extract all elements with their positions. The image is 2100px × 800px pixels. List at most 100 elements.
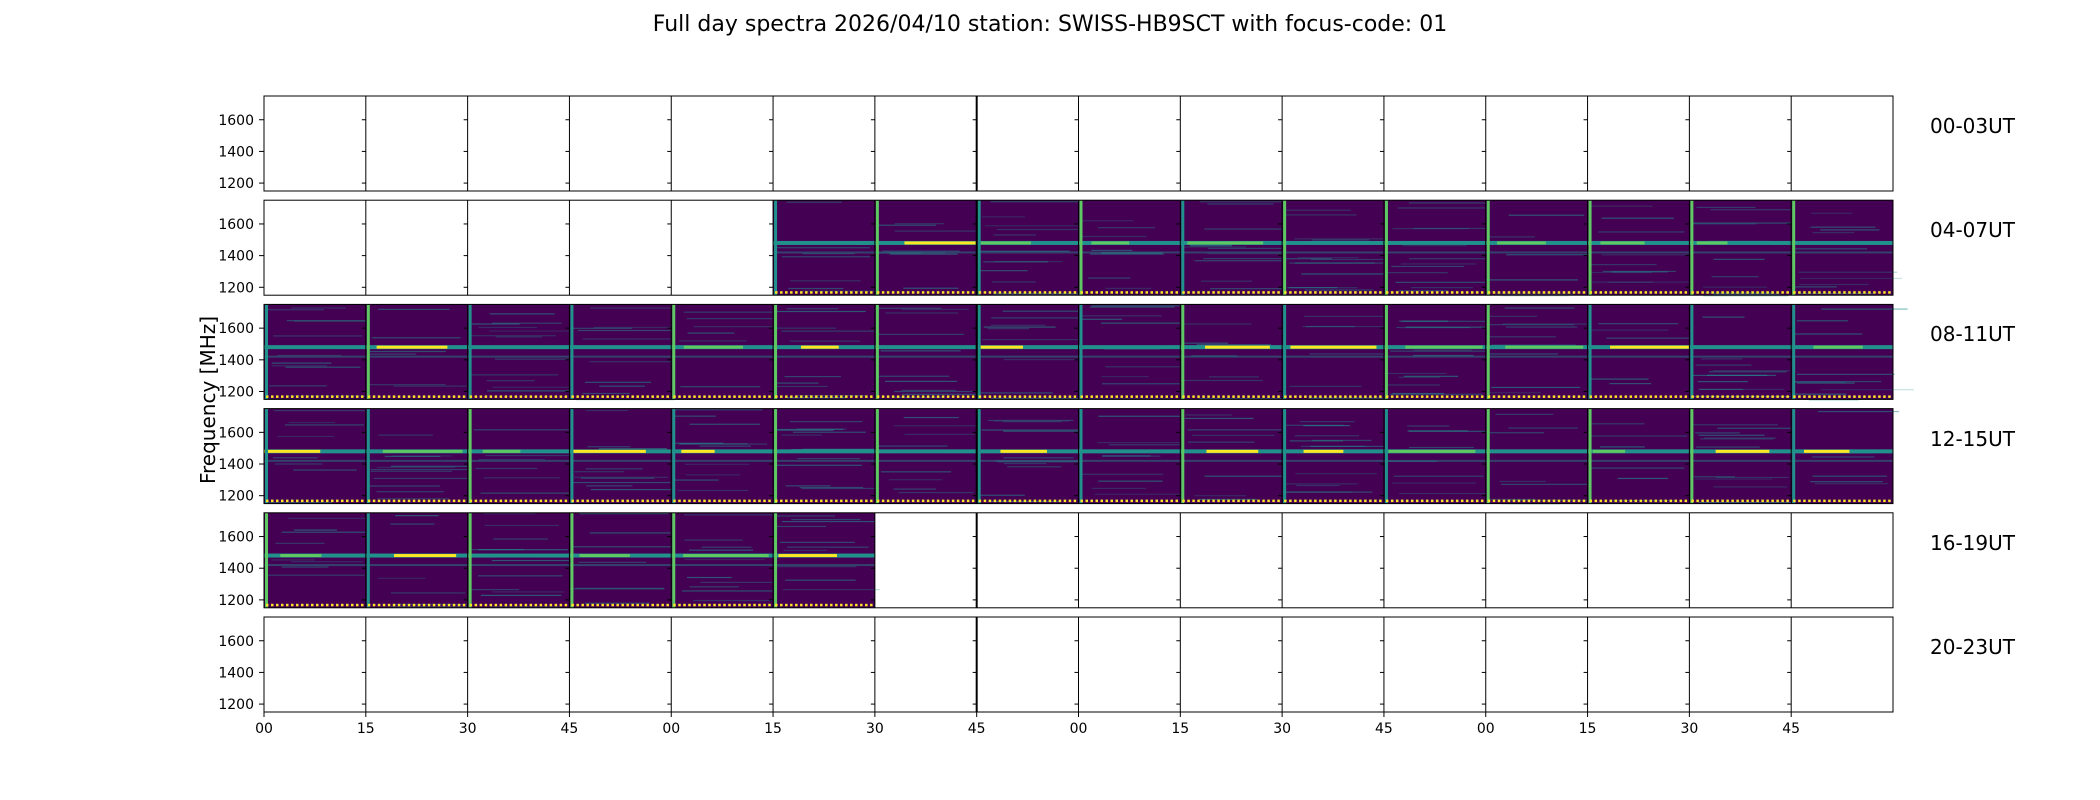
noise-streak xyxy=(294,529,338,531)
noise-streak xyxy=(990,324,1046,326)
bottom-marker xyxy=(906,291,910,294)
bottom-marker xyxy=(855,499,858,503)
noise-streak xyxy=(674,479,719,481)
noise-streak xyxy=(689,423,761,425)
noise-streak xyxy=(789,420,863,423)
bottom-marker xyxy=(693,603,696,607)
bottom-marker xyxy=(916,395,920,398)
bottom-marker xyxy=(529,395,533,398)
noise-streak xyxy=(898,492,974,494)
noise-streak xyxy=(1696,206,1756,208)
bottom-marker xyxy=(1746,499,1749,503)
bottom-marker xyxy=(1018,395,1022,398)
noise-streak xyxy=(570,327,632,329)
bottom-marker xyxy=(412,395,416,398)
bottom-marker xyxy=(1359,395,1362,398)
bottom-marker xyxy=(1766,395,1769,398)
bottom-marker xyxy=(1557,395,1561,398)
noise-streak xyxy=(982,339,1083,341)
secondary-band xyxy=(264,355,366,358)
bottom-marker xyxy=(835,291,838,294)
noise-streak xyxy=(792,431,866,433)
spectrogram-block xyxy=(569,408,672,504)
bottom-marker xyxy=(1207,395,1210,398)
noise-streak xyxy=(1488,236,1535,238)
row-label: 12-15UT xyxy=(1930,426,2015,451)
noise-streak xyxy=(1087,277,1131,279)
bottom-marker xyxy=(1435,499,1439,503)
bottom-marker xyxy=(1013,499,1017,503)
bottom-marker xyxy=(437,499,441,503)
noise-streak xyxy=(378,434,433,436)
bottom-marker xyxy=(1868,395,1871,398)
bottom-marker xyxy=(723,395,726,398)
noise-streak xyxy=(580,477,655,479)
bottom-marker xyxy=(474,395,478,398)
bottom-marker xyxy=(1741,395,1744,398)
noise-streak xyxy=(1311,239,1370,241)
bottom-marker xyxy=(377,499,381,503)
noise-streak xyxy=(997,461,1096,463)
bottom-marker xyxy=(1319,499,1322,503)
spectrogram-block xyxy=(1383,200,1486,296)
bottom-marker xyxy=(407,395,411,398)
bottom-marker xyxy=(703,395,706,398)
bottom-marker xyxy=(291,499,294,503)
bottom-marker xyxy=(341,603,344,607)
y-tick-label: 1200 xyxy=(218,280,254,296)
secondary-band xyxy=(1587,251,1690,254)
noise-streak xyxy=(291,307,347,309)
bottom-marker xyxy=(1140,499,1143,503)
noise-streak xyxy=(1489,392,1541,394)
noise-streak xyxy=(598,448,668,450)
noise-streak xyxy=(1706,374,1768,376)
bottom-marker xyxy=(377,603,381,607)
bottom-marker xyxy=(509,499,513,503)
bottom-marker xyxy=(296,499,299,503)
bottom-marker xyxy=(1751,395,1754,398)
spectrogram-block xyxy=(1180,304,1283,400)
noise-streak xyxy=(377,498,450,500)
noise-streak xyxy=(789,340,861,342)
bottom-marker xyxy=(336,603,339,607)
bottom-marker xyxy=(1674,499,1678,503)
noise-streak xyxy=(1814,483,1889,485)
bottom-marker xyxy=(830,603,833,607)
noise-streak xyxy=(473,429,575,431)
noise-streak xyxy=(1210,288,1285,290)
bottom-marker xyxy=(1140,291,1143,294)
bottom-marker xyxy=(1721,499,1724,503)
bottom-marker xyxy=(1110,499,1113,503)
bottom-marker xyxy=(311,603,314,607)
noise-streak xyxy=(1402,320,1487,322)
noise-streak xyxy=(273,335,363,337)
spectrogram-block xyxy=(1587,408,1690,504)
bottom-marker xyxy=(1465,395,1469,398)
noise-streak xyxy=(1491,386,1581,389)
noise-streak xyxy=(987,327,1030,330)
spectrogram-block xyxy=(1689,408,1792,504)
bottom-marker xyxy=(432,499,436,503)
bottom-marker xyxy=(785,395,788,398)
noise-streak xyxy=(1384,372,1447,375)
bottom-marker xyxy=(656,603,659,607)
bottom-marker xyxy=(1150,395,1153,398)
bottom-marker xyxy=(1848,291,1851,294)
noise-streak xyxy=(478,326,537,329)
calibration-stripe xyxy=(1181,304,1185,400)
bottom-marker xyxy=(346,395,349,398)
bottom-marker xyxy=(1140,395,1143,398)
calibration-stripe xyxy=(1283,200,1287,296)
bottom-marker xyxy=(865,603,868,607)
row-label: 00-03UT xyxy=(1930,114,2015,138)
bottom-marker xyxy=(281,395,284,398)
bottom-marker xyxy=(1833,499,1836,503)
noise-streak xyxy=(1082,220,1134,222)
noise-streak xyxy=(284,424,365,426)
noise-streak xyxy=(586,409,629,412)
bottom-marker xyxy=(956,499,960,503)
noise-streak xyxy=(775,525,827,528)
secondary-band xyxy=(264,459,366,462)
bottom-marker xyxy=(1487,499,1491,503)
spectrogram-block xyxy=(874,304,977,400)
